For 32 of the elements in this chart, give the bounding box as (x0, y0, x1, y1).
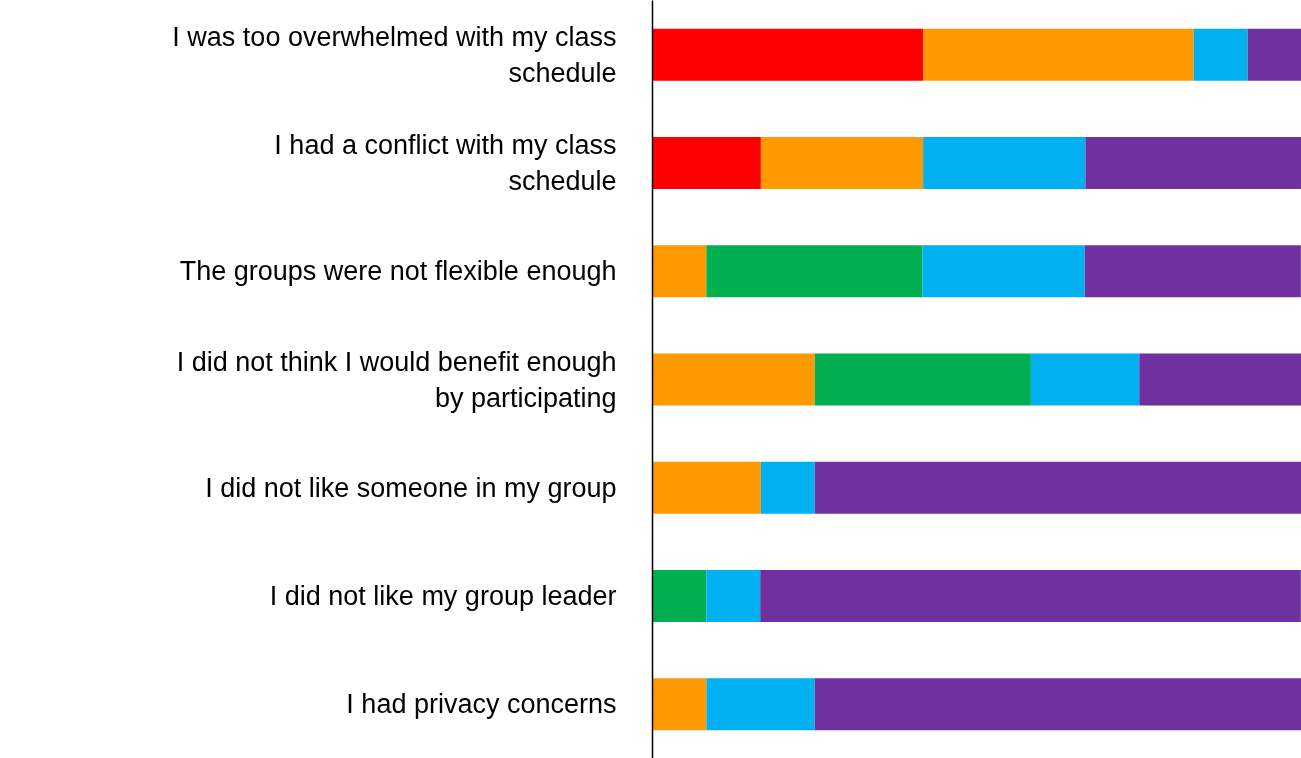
bar (923, 28, 1194, 81)
bar (652, 461, 761, 514)
y-tick-label: I was too overwhelmed with my class schedule (172, 21, 617, 88)
bar (652, 353, 815, 406)
y-tick-label: I had a conflict with my class schedule (274, 129, 617, 196)
bar (706, 245, 923, 298)
bar (1247, 28, 1301, 81)
y-tick-label: I had privacy concerns (346, 689, 617, 720)
bar (814, 678, 1301, 731)
bar (652, 245, 707, 298)
bar (652, 136, 761, 189)
bar (706, 678, 815, 731)
bar (706, 570, 761, 623)
bar (1085, 136, 1301, 189)
bar (814, 353, 1031, 406)
bar (923, 136, 1086, 189)
bar (814, 461, 1301, 514)
bar (1030, 353, 1140, 406)
bar (1193, 28, 1248, 81)
y-tick-label: I did not like someone in my group (205, 472, 617, 503)
bar (760, 461, 815, 514)
bar (652, 28, 924, 81)
y-tick-label: I did not like my group leader (269, 581, 617, 612)
bar (760, 570, 1301, 623)
y-tick-label: I did not think I would benefit enough by participating (176, 346, 617, 413)
y-tick-label: The groups were not flexible enough (179, 256, 617, 287)
bar (922, 245, 1085, 298)
bar (652, 678, 707, 731)
bar (760, 136, 924, 189)
bar (652, 570, 707, 623)
bar (1139, 353, 1301, 406)
bar (1084, 245, 1301, 298)
